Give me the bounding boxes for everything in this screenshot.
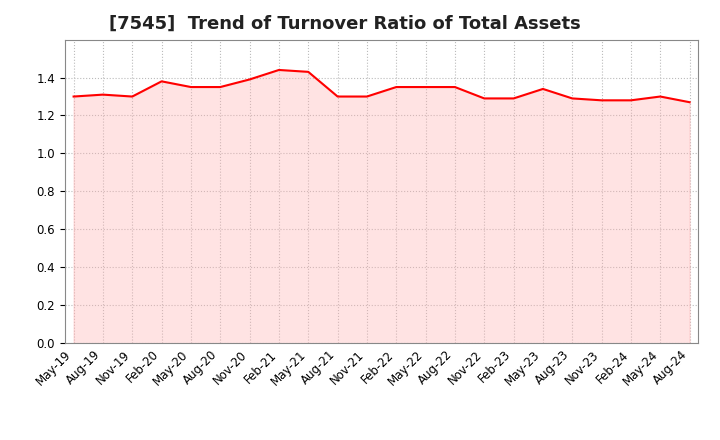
Text: [7545]  Trend of Turnover Ratio of Total Assets: [7545] Trend of Turnover Ratio of Total … xyxy=(109,15,581,33)
